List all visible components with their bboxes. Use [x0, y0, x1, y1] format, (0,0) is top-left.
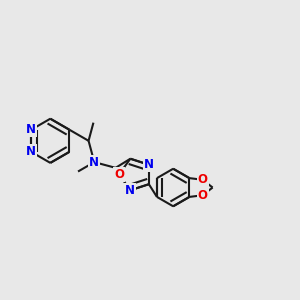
Text: O: O: [198, 173, 208, 186]
Text: O: O: [198, 189, 208, 202]
Text: O: O: [114, 168, 124, 181]
Text: N: N: [89, 156, 99, 169]
Text: N: N: [26, 145, 36, 158]
Text: N: N: [144, 158, 154, 171]
Text: N: N: [26, 123, 36, 136]
Text: N: N: [125, 184, 135, 197]
